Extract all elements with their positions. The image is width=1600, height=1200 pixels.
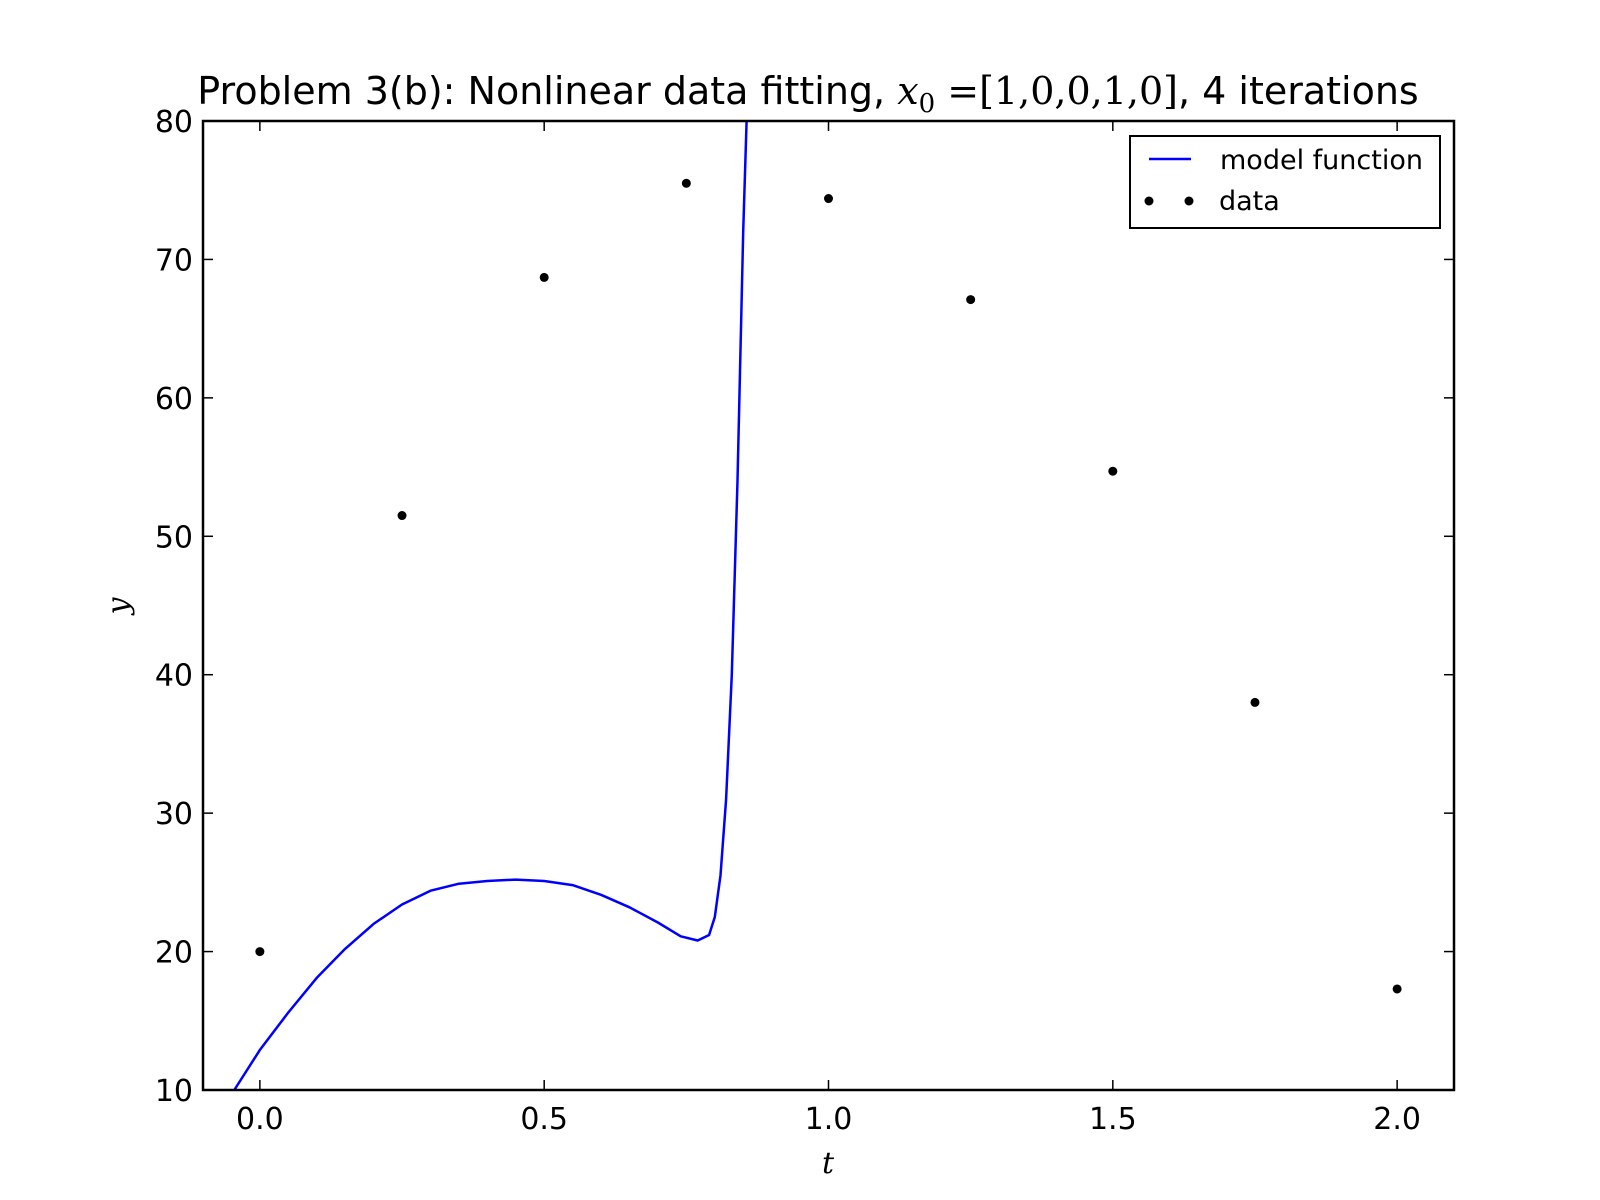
data-point [1108,466,1118,476]
series-line-model-function [233,120,748,1091]
y-tick-label: 50 [155,520,193,555]
data-point [539,272,549,282]
y-axis-label: y [101,596,136,616]
axes-frame [201,119,1456,1092]
x-tick-label: 0.5 [520,1102,568,1137]
x-tick-label: 0.0 [236,1102,284,1137]
x-tick-label: 1.5 [1089,1102,1137,1137]
data-point [255,947,265,957]
data-point [966,295,976,305]
y-tick-label: 70 [155,243,193,278]
legend-frame [1129,135,1441,229]
legend-marker-data-right [1184,196,1194,206]
y-tick-label: 80 [155,105,193,140]
x-tick-label: 2.0 [1373,1102,1421,1137]
data-point [681,178,691,188]
data-point [397,511,407,521]
y-tick-label: 10 [155,1074,193,1109]
plot-area [233,120,1402,1091]
x-axis-label: t [822,1146,835,1181]
x-tick-label: 1.0 [805,1102,853,1137]
legend-label-data: data [1219,186,1280,217]
data-point [824,194,833,204]
legend-marker-data-left [1144,196,1154,206]
y-tick-label: 40 [155,659,193,694]
legend: model function data [1129,135,1441,229]
data-point [1392,984,1402,994]
legend-label-model-function: model function [1220,145,1423,176]
y-tick-label: 30 [155,797,193,832]
y-tick-label: 60 [155,382,193,417]
axis-ticks: 0.0 0.5 1.0 1.5 2.0 10 20 30 40 50 60 70 80 [155,105,1454,1137]
y-tick-label: 20 [155,936,193,971]
data-point [1250,697,1260,707]
chart-title: Problem 3(b): Nonlinear data fitting, x0… [197,69,1418,119]
